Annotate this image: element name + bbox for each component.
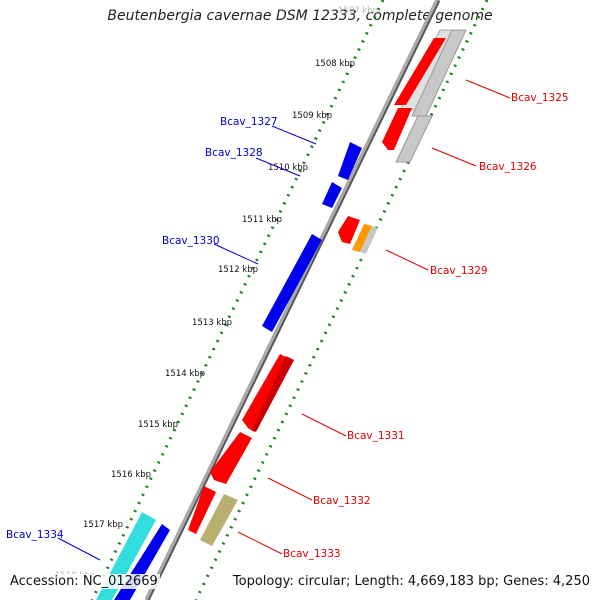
gene-bcav-1329[interactable]	[338, 216, 378, 254]
kbp-label-1508: 1508 kbp	[315, 59, 355, 69]
gene-label-bcav-1333[interactable]: Bcav_1333	[283, 548, 341, 560]
gene-label-bcav-1330[interactable]: Bcav_1330	[162, 235, 220, 247]
leader-bcav-1330	[213, 243, 259, 265]
kbp-label-1515: 1515 kbp	[138, 420, 178, 430]
gene-label-bcav-1327[interactable]: Bcav_1327	[220, 116, 278, 128]
gene-bcav-1330[interactable]	[262, 234, 322, 332]
topology-label: Topology: circular; Length: 4,669,183 bp…	[230, 574, 592, 589]
gene-label-bcav-1334[interactable]: Bcav_1334	[6, 529, 64, 541]
kbp-label-1511: 1511 kbp	[242, 215, 282, 225]
kbp-label-1510: 1510 kbp	[268, 163, 308, 173]
kbp-label-1513: 1513 kbp	[192, 318, 232, 328]
gene-bcav-1333[interactable]	[200, 494, 238, 546]
leader-bcav-1333	[237, 531, 283, 555]
outer-tick-track	[194, 0, 489, 600]
kbp-label-1509: 1509 kbp	[292, 111, 332, 121]
gene-bcav-1326[interactable]	[382, 108, 433, 163]
leader-bcav-1326	[431, 147, 477, 167]
gene-label-bcav-1326[interactable]: Bcav_1326	[479, 161, 537, 173]
leader-bcav-1327	[271, 125, 317, 145]
gene-label-bcav-1328[interactable]: Bcav_1328	[205, 147, 263, 159]
gene-bcav-1328[interactable]	[322, 182, 342, 208]
kbp-label-1512: 1512 kbp	[218, 265, 258, 275]
kbp-label-1507: 1507 kbp	[338, 6, 378, 16]
leader-bcav-1331	[301, 413, 347, 437]
gene-label-bcav-1332[interactable]: Bcav_1332	[313, 495, 371, 507]
gene-bcav-1331[interactable]	[242, 354, 294, 432]
accession-label: Accession: NC_012669	[8, 574, 160, 589]
inner-tick-track	[90, 0, 385, 600]
gene-bcav-1327[interactable]	[338, 142, 362, 180]
leader-bcav-1332	[267, 477, 313, 501]
gene-label-bcav-1325[interactable]: Bcav_1325	[511, 92, 569, 104]
leader-bcav-1329	[385, 249, 429, 271]
leader-bcav-1325	[465, 79, 511, 99]
gene-label-bcav-1331[interactable]: Bcav_1331	[347, 430, 405, 442]
leader-bcav-1328	[255, 157, 301, 177]
leader-bcav-1334	[57, 537, 101, 561]
kbp-label-1514: 1514 kbp	[165, 369, 205, 379]
kbp-label-1516: 1516 kbp	[111, 470, 151, 480]
gene-bcav-1332[interactable]	[188, 432, 252, 534]
map-title: Beutenbergia cavernae DSM 12333, complet…	[107, 8, 493, 24]
gene-label-bcav-1329[interactable]: Bcav_1329	[430, 265, 488, 277]
genome-backbone	[144, 0, 439, 600]
kbp-label-1517: 1517 kbp	[83, 520, 123, 530]
